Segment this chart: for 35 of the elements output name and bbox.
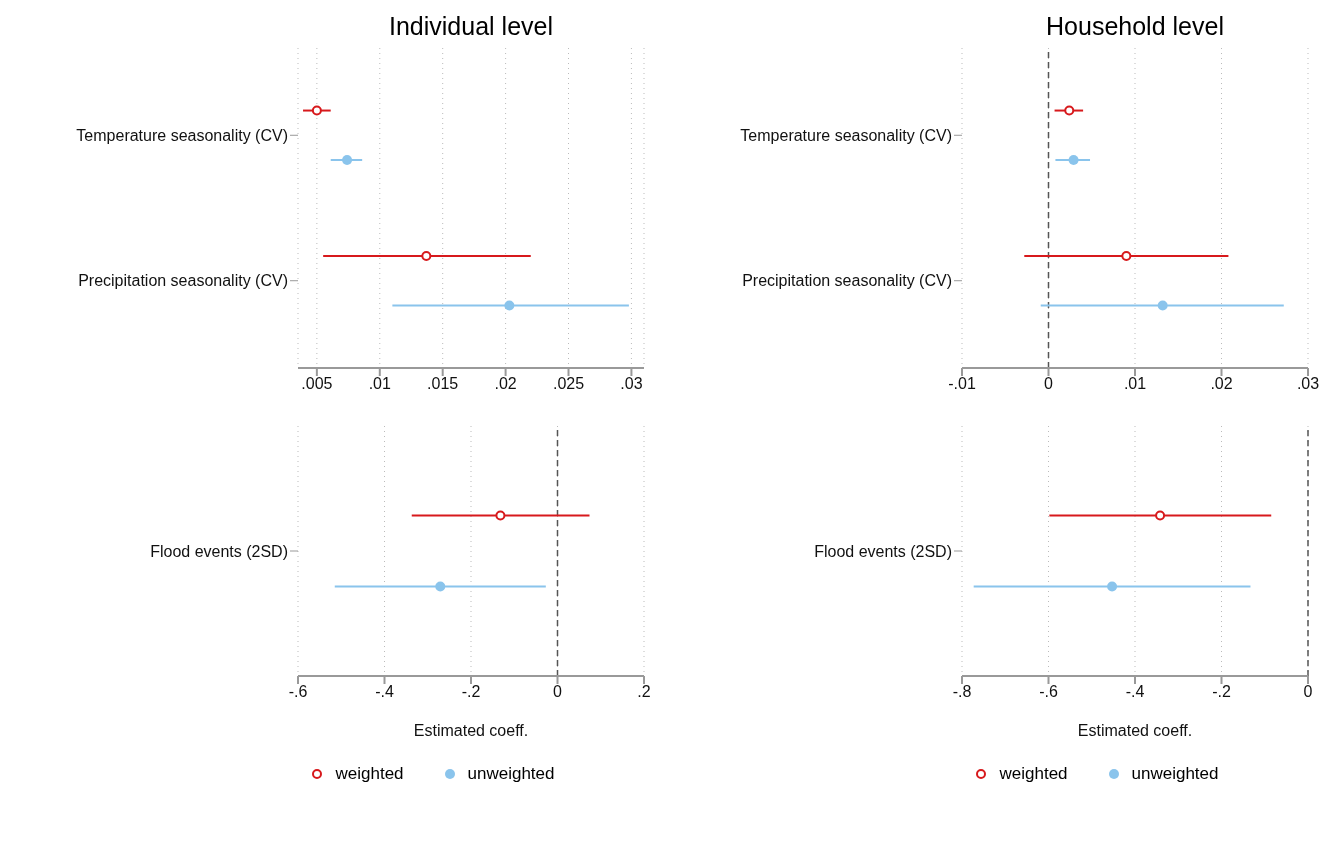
x-tick-label: .02 <box>494 375 517 393</box>
legend-label: weighted <box>999 764 1068 784</box>
x-tick-label: 0 <box>1303 683 1313 701</box>
y-tick-label: Precipitation seasonality (CV) <box>78 272 288 290</box>
legend-label: weighted <box>335 764 404 784</box>
x-tick-label: 0 <box>553 683 563 701</box>
x-tick-label: -.2 <box>1212 683 1231 701</box>
x-tick-label: -.4 <box>1125 683 1145 701</box>
y-tick-label: Precipitation seasonality (CV) <box>742 272 952 290</box>
x-tick-label: -.6 <box>1039 683 1058 701</box>
x-tick-label: -.2 <box>461 683 481 701</box>
x-tick-label: 0 <box>1044 375 1054 393</box>
x-tick-label: .025 <box>552 375 585 393</box>
chart-title: Household level <box>1045 12 1225 41</box>
y-tick-label: Temperature seasonality (CV) <box>740 126 952 144</box>
x-tick-label: .03 <box>1296 375 1320 393</box>
x-tick-label: -.6 <box>288 683 308 701</box>
x-tick-label: -.4 <box>375 683 394 701</box>
legend-label: unweighted <box>467 764 555 784</box>
x-tick-label: .01 <box>1123 375 1147 393</box>
x-tick-label: .01 <box>368 375 391 393</box>
x-tick-label: -.01 <box>948 375 976 393</box>
legend-label: unweighted <box>1131 764 1219 784</box>
x-tick-label: -.8 <box>952 683 972 701</box>
chart-title: Individual level <box>388 12 554 41</box>
x-tick-label: .03 <box>620 375 643 393</box>
y-tick-label: Flood events (2SD) <box>150 542 288 560</box>
y-tick-label: Temperature seasonality (CV) <box>76 126 288 144</box>
x-axis-title: Estimated coeff. <box>1077 722 1193 739</box>
x-tick-label: .005 <box>301 375 333 393</box>
x-tick-label: .02 <box>1210 375 1233 393</box>
x-axis-title: Estimated coeff. <box>413 722 529 739</box>
x-tick-label: .015 <box>427 375 459 393</box>
y-tick-label: Flood events (2SD) <box>814 542 952 560</box>
x-tick-label: .2 <box>637 683 651 701</box>
